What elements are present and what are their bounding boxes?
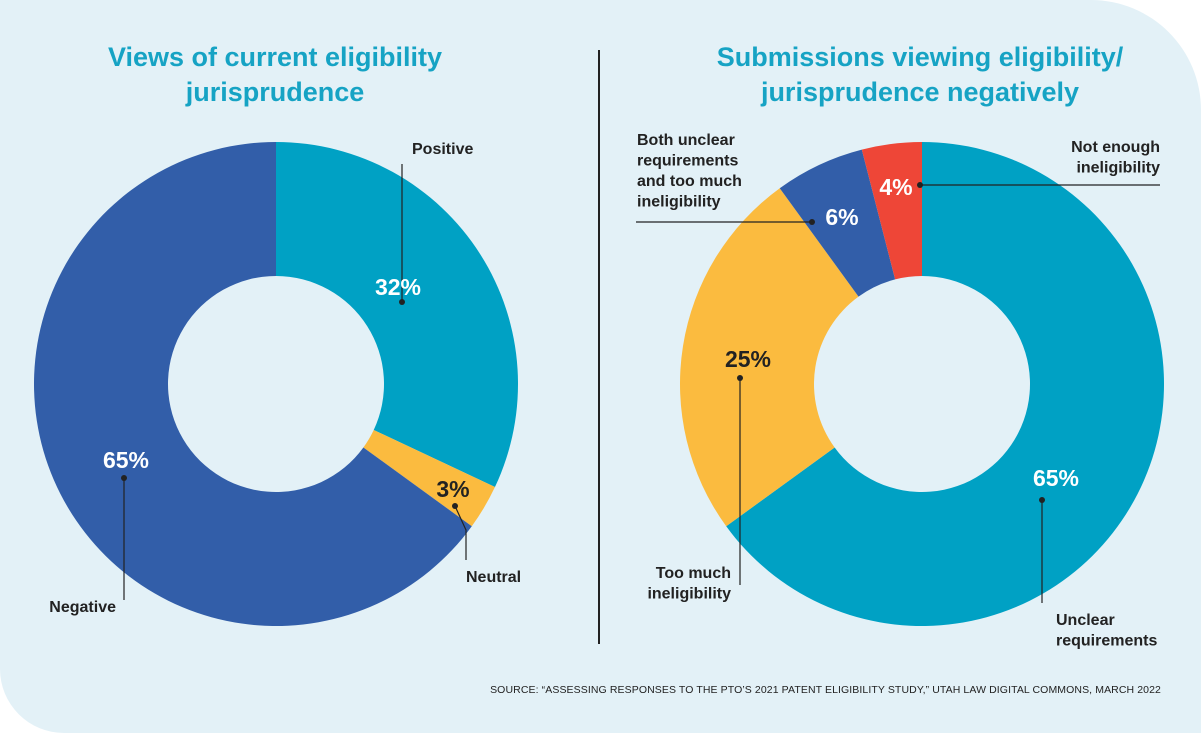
slice-negative (33, 141, 472, 626)
slice-both-unclear-requirements-and-too-much-ineligibility (779, 149, 896, 297)
leader-dot (737, 375, 743, 381)
category-label-unclear-requirements: Unclear requirements (1056, 612, 1157, 650)
category-label-negative: Negative (49, 599, 116, 616)
slice-too-much-ineligibility (680, 188, 859, 527)
category-label-neutral: Neutral (466, 569, 521, 586)
category-label-too-much-ineligibility: Too much ineligibility (647, 565, 731, 603)
chart-title-views: Views of current eligibility jurispruden… (107, 42, 443, 107)
percent-label-both-unclear-requirements-and-too-much-ineligibility: 6% (825, 204, 858, 230)
percent-label-unclear-requirements: 65% (1033, 465, 1079, 491)
chart-title-negative-submissions: Submissions viewing eligibility/ jurispr… (716, 42, 1124, 107)
source-note: SOURCE: “ASSESSING RESPONSES TO THE PTO’… (490, 684, 1161, 696)
leader-dot (917, 182, 923, 188)
category-label-positive: Positive (412, 141, 473, 158)
percent-label-neutral: 3% (436, 476, 469, 502)
leader-dot (452, 503, 458, 509)
category-label-not-enough-ineligibility: Not enough ineligibility (1071, 139, 1160, 177)
leader-dot (121, 475, 127, 481)
leader-line-neutral (454, 505, 467, 560)
percent-label-not-enough-ineligibility: 4% (879, 174, 912, 200)
slice-unclear-requirements (726, 142, 1164, 626)
percent-label-positive: 32% (375, 274, 421, 300)
percent-label-negative: 65% (103, 447, 149, 473)
leader-dot (399, 299, 405, 305)
divider-line (598, 50, 600, 644)
slice-positive (276, 142, 518, 488)
percent-label-too-much-ineligibility: 25% (725, 346, 771, 372)
slice-neutral (363, 429, 495, 527)
category-label-both-unclear-requirements-and-too-much-ineligibility: Both unclear requirements and too much inel… (637, 132, 742, 211)
leader-dot (809, 219, 815, 225)
leader-dot (1039, 497, 1045, 503)
slice-not-enough-ineligibility (861, 142, 922, 280)
